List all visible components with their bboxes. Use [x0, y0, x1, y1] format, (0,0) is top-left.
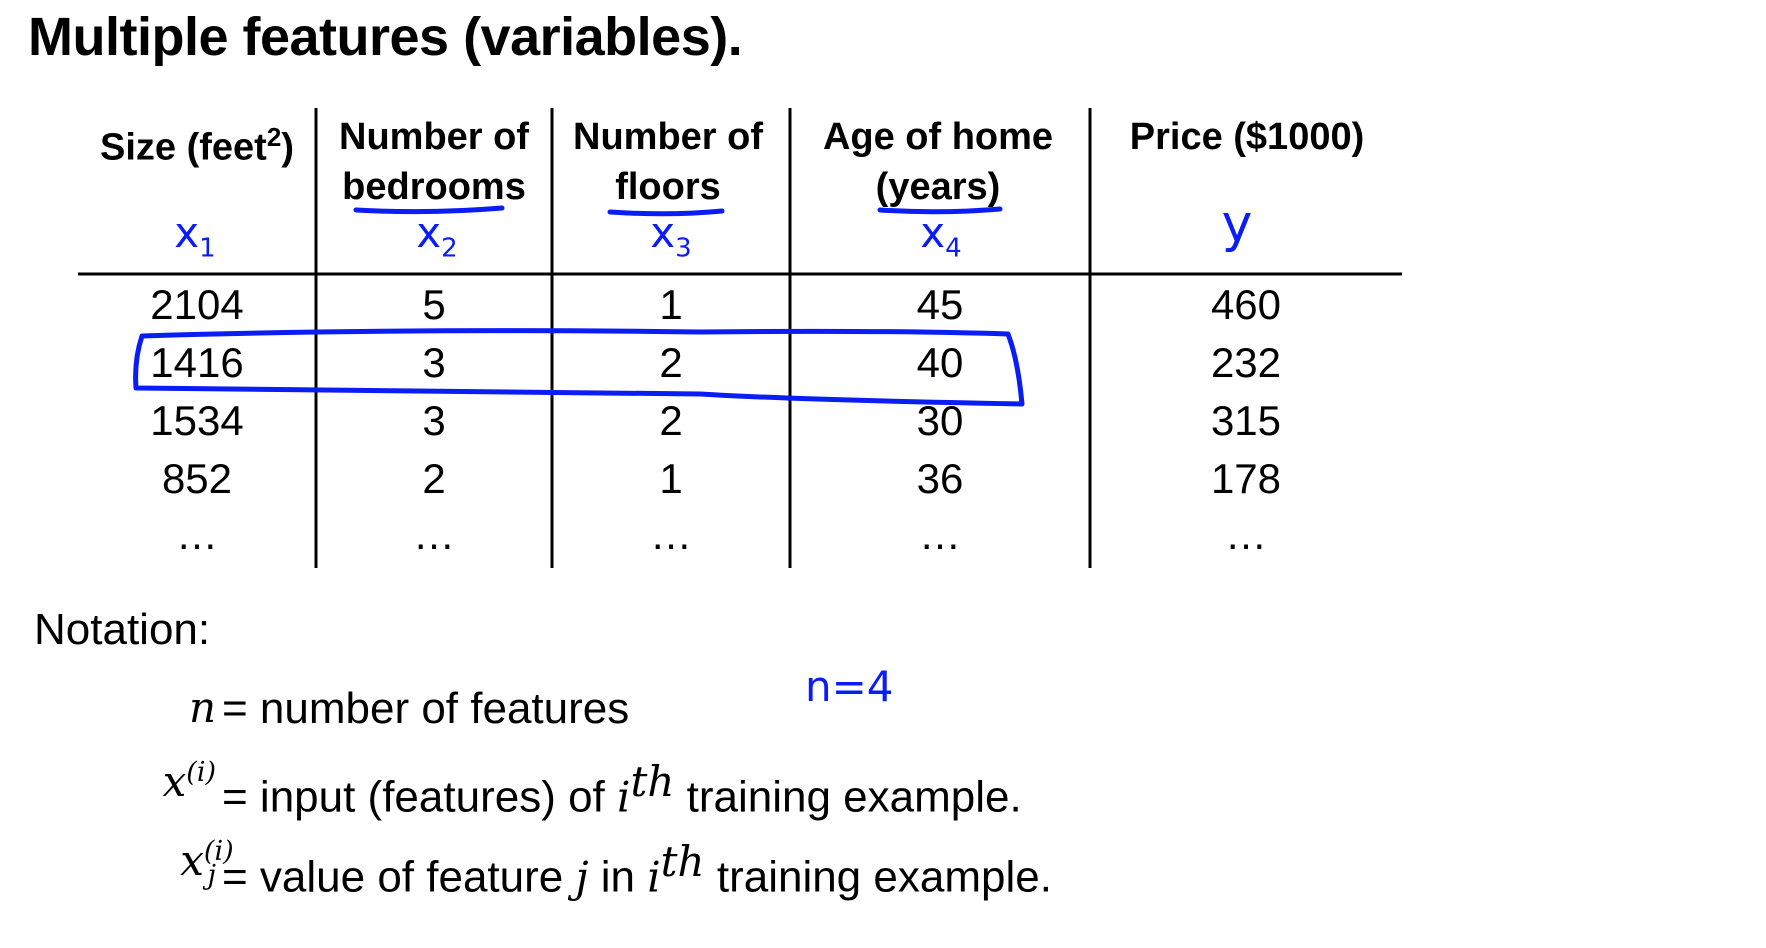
- underline-floors: [607, 208, 725, 217]
- header-price: Price ($1000): [1129, 116, 1365, 158]
- underline-bedrooms: [353, 205, 505, 215]
- notation-symbol-x-i-j: x(i)j: [180, 836, 234, 892]
- header-bedrooms: Number of bedrooms: [339, 116, 529, 208]
- symbol-x1: x1: [174, 208, 216, 264]
- handwritten-n-equals-4: n=4: [805, 662, 894, 711]
- table-cell: 2: [422, 455, 446, 502]
- slide-title: Multiple features (variables).: [28, 7, 743, 67]
- table-cell: 2: [659, 339, 683, 386]
- table-cell: 460: [1210, 281, 1282, 328]
- header-age: Age of home (years): [822, 116, 1054, 208]
- table-cell: 2104: [150, 281, 244, 328]
- header-size: Size (feet2): [100, 122, 294, 169]
- table-cell: 315: [1210, 397, 1282, 444]
- symbol-y: y: [1221, 194, 1253, 254]
- underline-age: [877, 206, 1003, 215]
- table-cell: 3: [422, 339, 446, 386]
- notation-n-definition: = number of features: [222, 684, 630, 733]
- table-cell: …: [919, 511, 961, 558]
- table-cell: 1: [659, 455, 683, 502]
- table-cell: …: [650, 511, 692, 558]
- table-cell: 36: [916, 455, 964, 502]
- notation-x-i-j-definition: = value of feature j in ith training exa…: [222, 837, 1052, 902]
- table-cell: …: [176, 511, 218, 558]
- notation-symbol-n: n: [188, 683, 216, 732]
- symbol-x4: x4: [920, 208, 962, 264]
- table-cell: …: [413, 511, 455, 558]
- symbol-x2: x2: [416, 208, 458, 264]
- table-cell: 1534: [150, 397, 244, 444]
- table-cell: 1416: [150, 339, 244, 386]
- table-cell: 178: [1210, 455, 1282, 502]
- notation-symbol-x-i: x(i): [162, 757, 216, 806]
- table-cell: 5: [422, 281, 446, 328]
- table-cell: 232: [1210, 339, 1282, 386]
- table-cell: 40: [916, 339, 964, 386]
- table-cell: 45: [916, 281, 964, 328]
- notation-x-i-definition: = input (features) of ith training examp…: [222, 757, 1022, 822]
- highlight-row-box: [133, 328, 1025, 407]
- table-cell: 852: [161, 455, 233, 502]
- header-floors: Number of floors: [573, 116, 763, 208]
- table-cell: …: [1225, 511, 1267, 558]
- table-cell: 2: [659, 397, 683, 444]
- table-cell: 1: [659, 281, 683, 328]
- table-cell: 3: [422, 397, 446, 444]
- notation-heading: Notation:: [34, 605, 211, 654]
